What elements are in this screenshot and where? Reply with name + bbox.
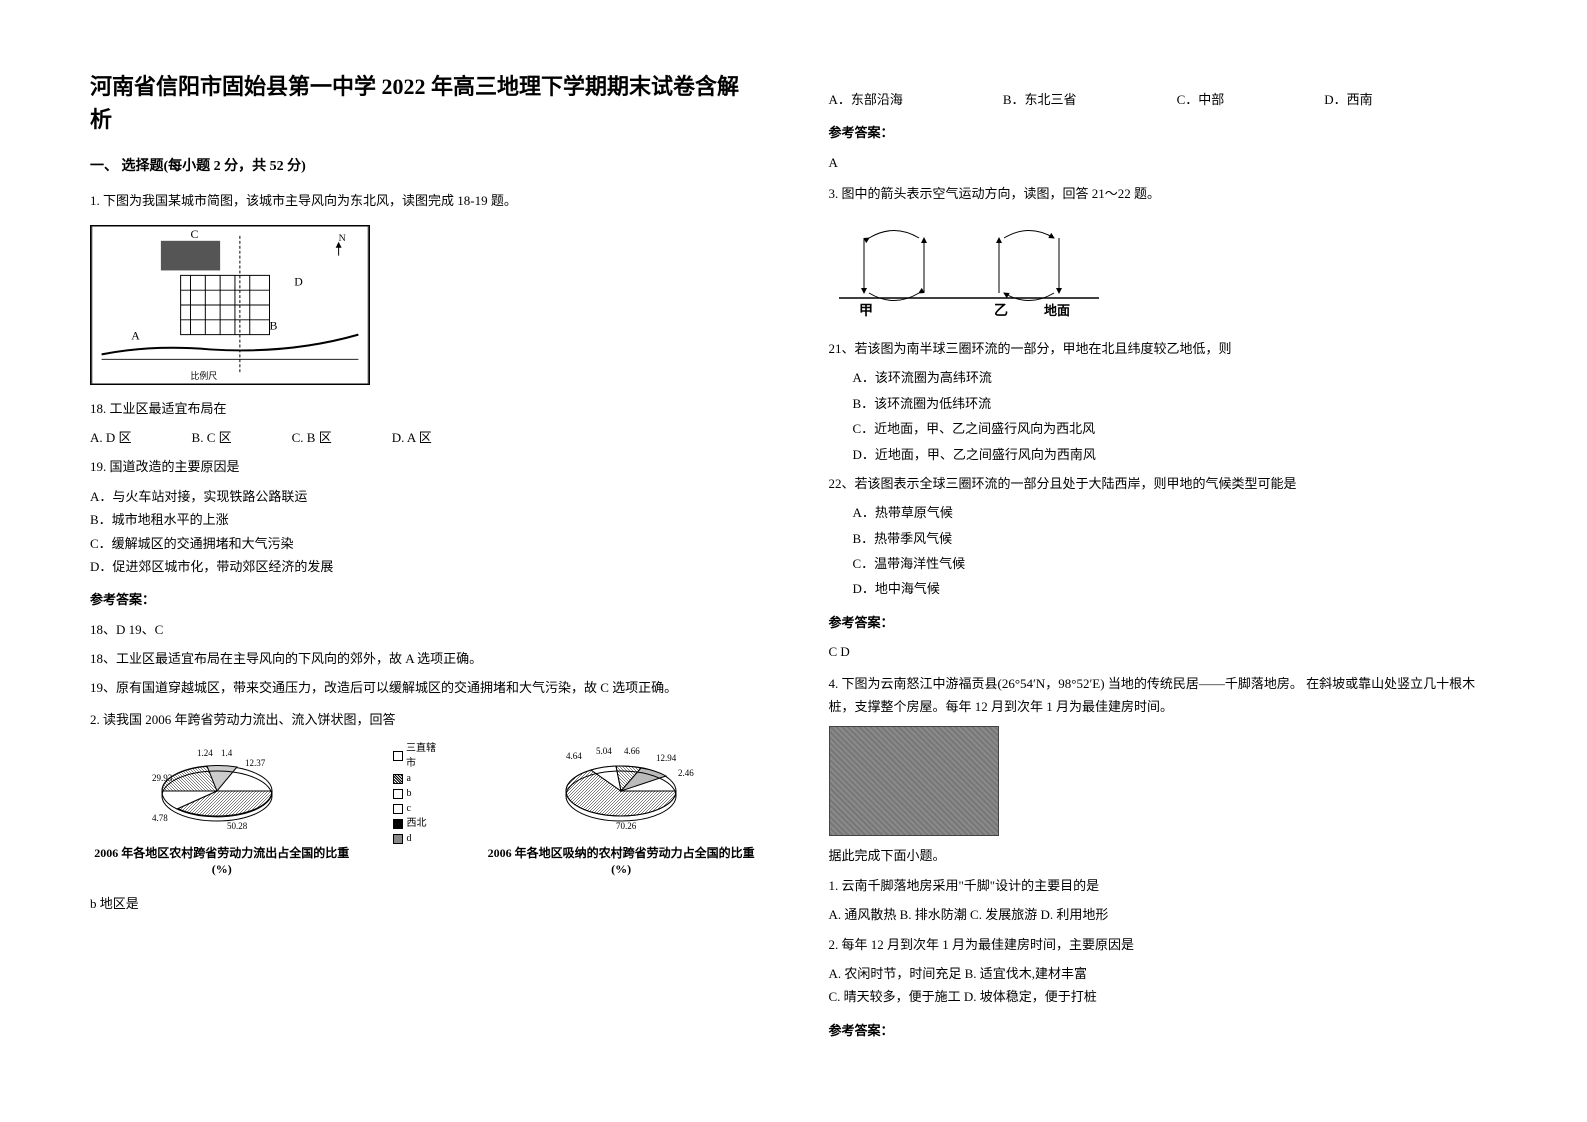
svg-text:A: A	[131, 328, 140, 342]
svg-text:29.93: 29.93	[152, 773, 173, 783]
svg-text:B: B	[270, 318, 278, 332]
q4-photo	[829, 726, 999, 836]
q1-answer-header: 参考答案：	[90, 588, 759, 611]
pie1-svg: 29.93 1.24 1.4 12.37 4.78 50.28	[147, 741, 297, 831]
q2-sub: b 地区是	[90, 892, 759, 915]
q3-sub22: 22、若该图表示全球三圈环流的一部分且处于大陆西岸，则甲地的气候类型可能是	[829, 472, 1498, 495]
q3-diagram: 甲 乙 地面	[829, 218, 1109, 318]
left-column: 河南省信阳市固始县第一中学 2022 年高三地理下学期期末试卷含解析 一、 选择…	[90, 70, 759, 1082]
svg-text:N: N	[339, 232, 346, 243]
svg-text:地面: 地面	[1044, 303, 1070, 318]
q4-stem: 4. 下图为云南怒江中游福贡县(26°54′N，98°52′E) 当地的传统民居…	[829, 672, 1498, 719]
q1-expl18: 18、工业区最适宜布局在主导风向的下风向的郊外，故 A 选项正确。	[90, 647, 759, 670]
svg-text:12.37: 12.37	[245, 758, 266, 768]
q4-opts1: A. 通风散热 B. 排水防潮 C. 发展旅游 D. 利用地形	[829, 903, 1498, 926]
q3-answer: C D	[829, 640, 1498, 663]
q2-answer: A	[829, 151, 1498, 174]
q1-sub19: 19. 国道改造的主要原因是	[90, 455, 759, 478]
right-column: A．东部沿海 B．东北三省 C．中部 D．西南 参考答案： A 3. 图中的箭头…	[829, 70, 1498, 1082]
pie2-svg: 4.64 5.04 4.66 12.94 2.46 70.26	[546, 741, 696, 831]
q2-answer-header: 参考答案：	[829, 121, 1498, 144]
q4-opts2a: A. 农闲时节，时间充足 B. 适宜伐木,建材丰富	[829, 962, 1498, 985]
svg-text:2.46: 2.46	[678, 768, 694, 778]
q1-opts18: A. D 区 B. C 区 C. B 区 D. A 区	[90, 426, 759, 449]
svg-text:比例尺: 比例尺	[191, 370, 218, 381]
svg-text:12.94: 12.94	[656, 753, 677, 763]
pie1-caption: 2006 年各地区农村跨省劳动力流出占全国的比重 (%)	[90, 845, 353, 879]
svg-text:4.78: 4.78	[152, 813, 168, 823]
q4-sub1: 1. 云南千脚落地房采用"千脚"设计的主要目的是	[829, 874, 1498, 897]
svg-text:5.04: 5.04	[596, 746, 612, 756]
pie2-caption: 2006 年各地区吸纳的农村跨省劳动力占全国的比重 (%)	[484, 845, 759, 879]
q2-options: A．东部沿海 B．东北三省 C．中部 D．西南	[829, 88, 1498, 111]
q1-stem: 1. 下图为我国某城市简图，该城市主导风向为东北风，读图完成 18-19 题。	[90, 189, 759, 212]
svg-text:50.28: 50.28	[227, 821, 248, 831]
section-1-header: 一、 选择题(每小题 2 分，共 52 分)	[90, 154, 759, 179]
svg-text:乙: 乙	[994, 303, 1008, 318]
q3-sub21: 21、若该图为南半球三圈环流的一部分，甲地在北且纬度较乙地低，则	[829, 337, 1498, 360]
exam-title: 河南省信阳市固始县第一中学 2022 年高三地理下学期期末试卷含解析	[90, 70, 759, 136]
svg-text:甲: 甲	[859, 303, 873, 318]
pie-legend: 三直辖市 a b c 西北 d	[393, 741, 443, 846]
q1-expl19: 19、原有国道穿越城区，带来交通压力，改造后可以缓解城区的交通拥堵和大气污染，故…	[90, 676, 759, 699]
q4-answer-header: 参考答案：	[829, 1019, 1498, 1042]
q3-opts21: A．该环流圈为高纬环流 B．该环流圈为低纬环流 C．近地面，甲、乙之间盛行风向为…	[829, 366, 1498, 466]
svg-text:D: D	[294, 274, 303, 288]
q2-pies: 29.93 1.24 1.4 12.37 4.78 50.28 2006 年各地…	[90, 741, 759, 878]
svg-text:1.24: 1.24	[197, 748, 213, 758]
q4-sub2: 2. 每年 12 月到次年 1 月为最佳建房时间，主要原因是	[829, 933, 1498, 956]
q3-stem: 3. 图中的箭头表示空气运动方向，读图，回答 21～22 题。	[829, 182, 1498, 205]
q3-answer-header: 参考答案：	[829, 611, 1498, 634]
q3-opts22: A．热带草原气候 B．热带季风气候 C．温带海洋性气候 D．地中海气候	[829, 501, 1498, 601]
svg-text:1.4: 1.4	[221, 748, 233, 758]
q1-answer: 18、D 19、C	[90, 618, 759, 641]
q2-stem: 2. 读我国 2006 年跨省劳动力流出、流入饼状图，回答	[90, 708, 759, 731]
svg-text:70.26: 70.26	[616, 821, 637, 831]
q1-map-figure: A B C D N 比例尺	[90, 225, 370, 385]
q4-opts2b: C. 晴天较多，便于施工 D. 坡体稳定，便于打桩	[829, 985, 1498, 1008]
q1-opts19: A．与火车站对接，实现铁路公路联运 B．城市地租水平的上涨 C．缓解城区的交通拥…	[90, 485, 759, 579]
svg-text:4.66: 4.66	[624, 746, 640, 756]
svg-text:4.64: 4.64	[566, 751, 582, 761]
q1-sub18: 18. 工业区最适宜布局在	[90, 397, 759, 420]
svg-text:C: C	[191, 226, 199, 240]
q4-stem2: 据此完成下面小题。	[829, 844, 1498, 867]
